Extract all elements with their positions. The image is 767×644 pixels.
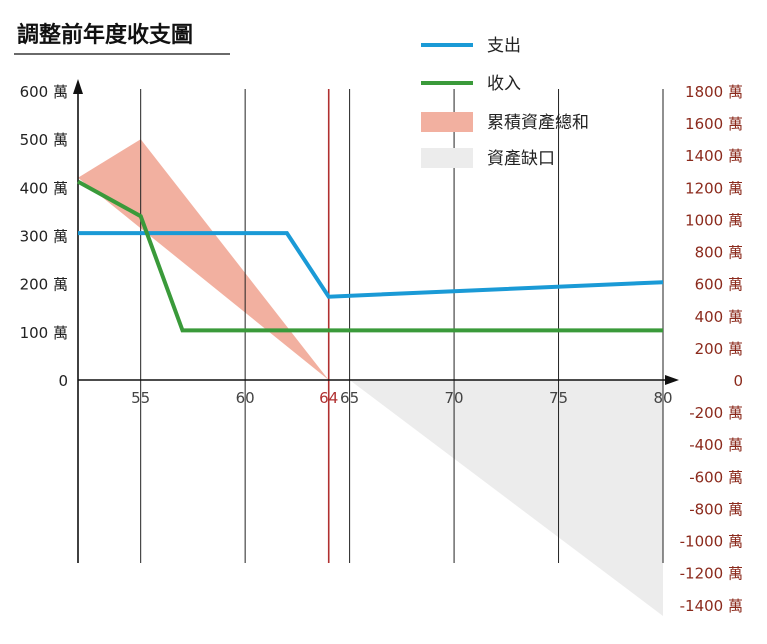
- x-tick-label: 65: [340, 389, 359, 407]
- y-right-tick-label: -600 萬: [689, 468, 743, 486]
- legend-swatch-box: [421, 148, 473, 168]
- y-left-tick-label: 300 萬: [20, 228, 68, 246]
- y-right-tick-label: -800 萬: [689, 500, 743, 518]
- y-right-tick-label: 0: [733, 372, 743, 390]
- x-tick-label: 80: [653, 389, 672, 407]
- line-layer: [77, 179, 664, 333]
- area-layer: [78, 139, 663, 616]
- y-left-tick-label: 0: [58, 372, 68, 390]
- axes-layer: [73, 79, 679, 563]
- y-axis-arrow: [73, 79, 83, 94]
- area-asset-gap: [349, 380, 663, 616]
- y-left-tick-label: 100 萬: [20, 324, 68, 342]
- label-layer: 0 100 萬 200 萬 300 萬 400 萬 500 萬 600 萬 1800 萬 160…: [20, 83, 743, 615]
- legend-label: 收入: [487, 74, 521, 94]
- legend-swatch-box: [421, 112, 473, 132]
- y-right-tick-label: 800 萬: [695, 244, 743, 262]
- x-tick-label: 64: [319, 389, 338, 407]
- series-line-income: [77, 179, 663, 333]
- y-right-tick-label: 200 萬: [695, 340, 743, 358]
- y-left-tick-label: 500 萬: [20, 131, 68, 149]
- y-right-tick-label: -400 萬: [689, 436, 743, 454]
- y-right-tick-label: 400 萬: [695, 308, 743, 326]
- x-tick-label: 70: [445, 389, 464, 407]
- y-right-tick-label: 1000 萬: [685, 211, 743, 229]
- x-tick-label: 55: [131, 389, 150, 407]
- y-right-tick-label: 600 萬: [695, 276, 743, 294]
- legend-label: 累積資產總和: [487, 113, 589, 133]
- y-right-tick-label: -1400 萬: [680, 597, 743, 615]
- legend-label: 支出: [487, 36, 521, 56]
- y-left-tick-label: 200 萬: [20, 276, 68, 294]
- x-axis-arrow: [665, 375, 679, 385]
- legend-label: 資產缺口: [487, 149, 555, 169]
- y-right-tick-label: -200 萬: [689, 404, 743, 422]
- y-right-tick-label: -1000 萬: [680, 533, 743, 551]
- y-left-tick-label: 400 萬: [20, 179, 68, 197]
- y-left-tick-label: 600 萬: [20, 83, 68, 101]
- y-right-tick-label: 1600 萬: [685, 115, 743, 133]
- chart-title: 調整前年度收支圖: [17, 22, 193, 48]
- y-right-tick-label: 1400 萬: [685, 147, 743, 165]
- series-line-expense: [78, 231, 664, 299]
- y-right-tick-label: 1200 萬: [685, 179, 743, 197]
- area-cumulative-assets: [78, 139, 329, 380]
- x-tick-label: 75: [549, 389, 568, 407]
- y-right-tick-label: -1200 萬: [680, 565, 743, 583]
- x-tick-label: 60: [236, 389, 255, 407]
- y-right-tick-label: 1800 萬: [685, 83, 743, 101]
